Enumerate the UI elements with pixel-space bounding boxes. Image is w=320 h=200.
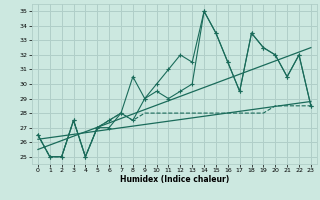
X-axis label: Humidex (Indice chaleur): Humidex (Indice chaleur) (120, 175, 229, 184)
